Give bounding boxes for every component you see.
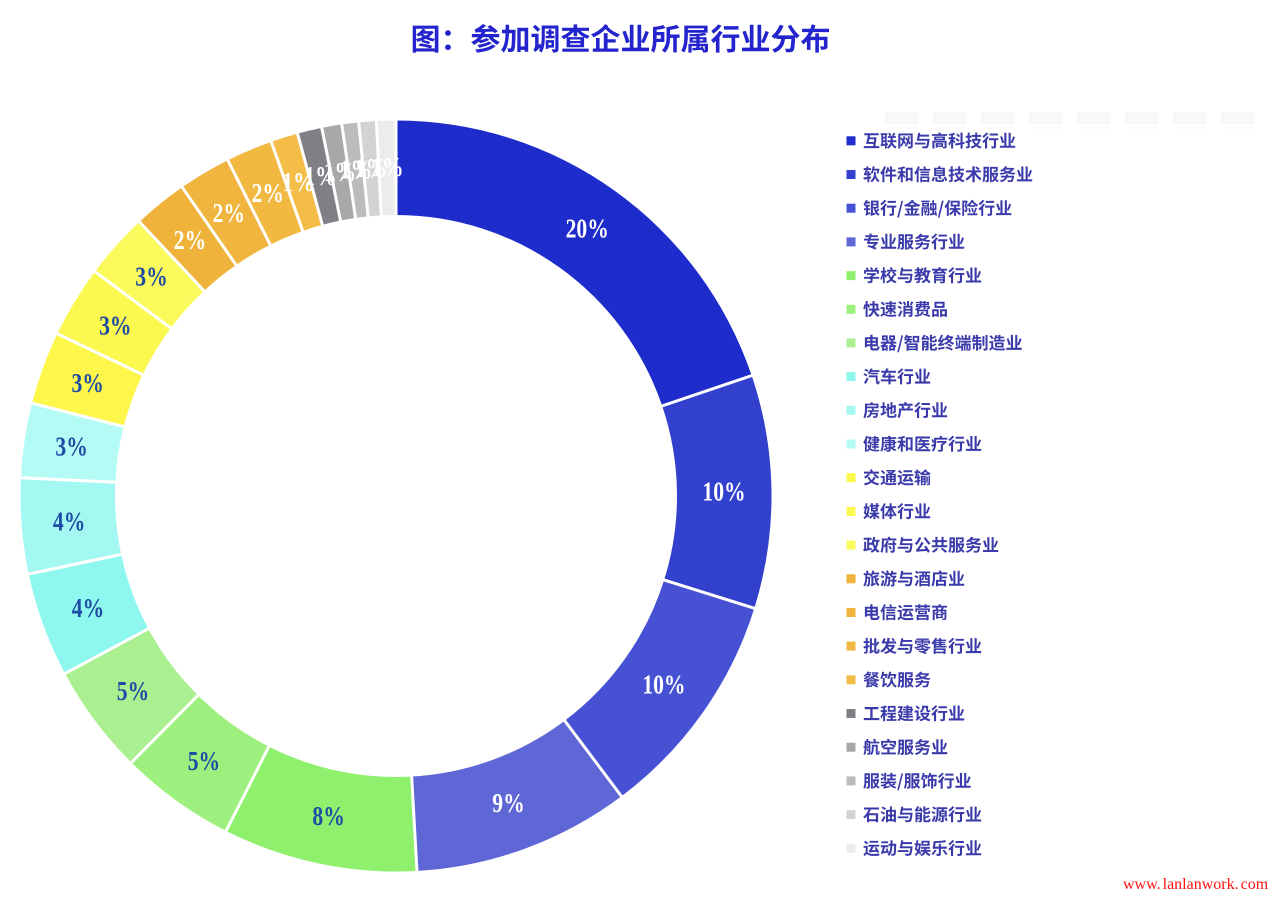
svg-text:3%: 3% [72, 369, 104, 399]
svg-text:3%: 3% [99, 311, 131, 341]
svg-text:1%: 1% [324, 158, 356, 188]
svg-text:5%: 5% [188, 747, 220, 777]
svg-text:4%: 4% [53, 507, 85, 537]
svg-text:3%: 3% [55, 432, 87, 462]
svg-text:3%: 3% [135, 262, 167, 292]
svg-text:1%: 1% [355, 154, 387, 184]
svg-text:2%: 2% [213, 199, 245, 229]
svg-text:8%: 8% [312, 802, 344, 832]
svg-text:10%: 10% [642, 670, 685, 700]
svg-text:20%: 20% [566, 214, 609, 244]
svg-text:www.lanlanwork.com: www. lanlanwork. com [1123, 876, 1269, 892]
svg-text:9%: 9% [492, 789, 524, 819]
svg-text:4%: 4% [72, 594, 104, 624]
svg-text:2%: 2% [174, 226, 206, 256]
svg-text:1%: 1% [282, 168, 314, 198]
svg-text:1%: 1% [304, 162, 336, 192]
svg-text:1%: 1% [371, 153, 403, 183]
svg-text:2%: 2% [252, 179, 284, 209]
svg-text:10%: 10% [702, 477, 745, 507]
svg-text:1%: 1% [340, 155, 372, 185]
svg-text:5%: 5% [117, 677, 149, 707]
